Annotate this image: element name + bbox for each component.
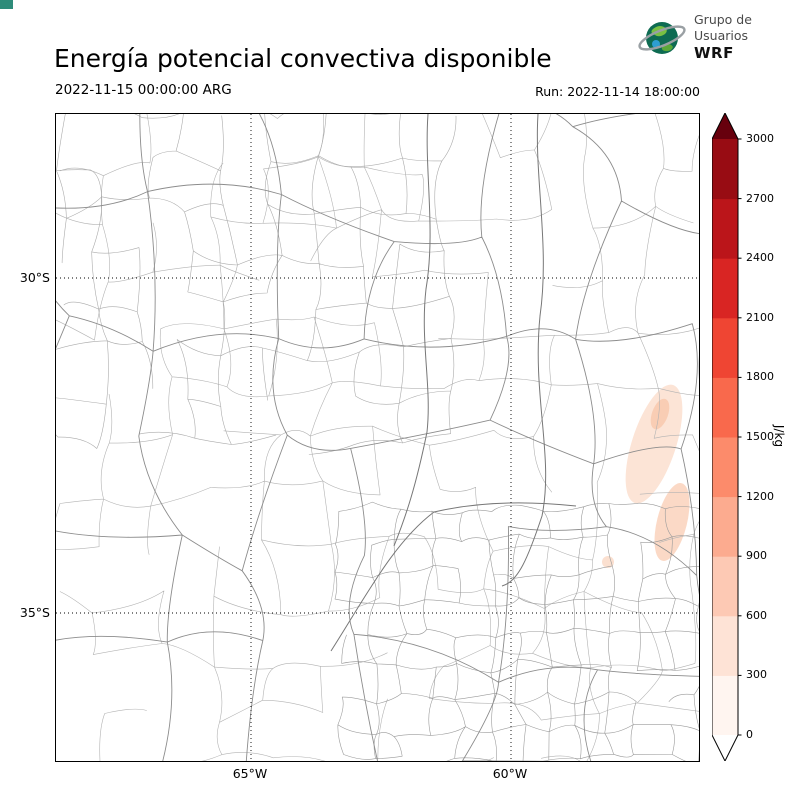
logo-line-3: WRF	[694, 44, 734, 63]
lat-tick-35s: 35°S	[19, 605, 50, 620]
logo-text: Grupo de Usuarios WRF	[694, 12, 752, 63]
colorbar-tick-label: 900	[746, 549, 767, 563]
page-title: Energía potencial convectiva disponible	[54, 43, 552, 73]
colorbar-tick-label: 2400	[746, 251, 774, 265]
colorbar-tick-label: 300	[746, 668, 767, 682]
colorbar-tick-label: 1200	[746, 489, 774, 503]
colorbar	[711, 111, 744, 763]
colorbar-scale	[711, 111, 742, 763]
colorbar-tick-label: 2700	[746, 191, 774, 205]
wrf-logo: Grupo de Usuarios WRF	[636, 12, 752, 64]
colorbar-tick-labels: 0 300 600 900 1200 1500 1800 2100 2400 2700 3000	[746, 113, 780, 761]
colorbar-tick-label: 2100	[746, 310, 774, 324]
corner-artifact	[0, 0, 13, 9]
valid-time-label: 2022-11-15 00:00:00 ARG	[55, 82, 232, 98]
colorbar-tick-label: 1500	[746, 430, 774, 443]
run-time-label: Run: 2022-11-14 18:00:00	[535, 84, 700, 99]
logo-line-2: Usuarios	[694, 28, 749, 44]
colorbar-tick-label: 0	[746, 728, 753, 741]
map-canvas	[55, 113, 700, 762]
map-boundaries-layer	[56, 114, 699, 761]
lat-tick-30s: 30°S	[19, 270, 50, 285]
colorbar-tick-label: 1800	[746, 370, 774, 384]
colorbar-tick-label: 3000	[746, 132, 774, 145]
colorbar-unit-label: J/kg	[772, 424, 787, 448]
colorbar-tick-label: 600	[746, 608, 767, 622]
lon-tick-60w: 60°W	[492, 766, 528, 781]
logo-line-1: Grupo de	[694, 12, 752, 28]
globe-icon	[638, 22, 686, 54]
lon-tick-65w: 65°W	[232, 766, 268, 781]
